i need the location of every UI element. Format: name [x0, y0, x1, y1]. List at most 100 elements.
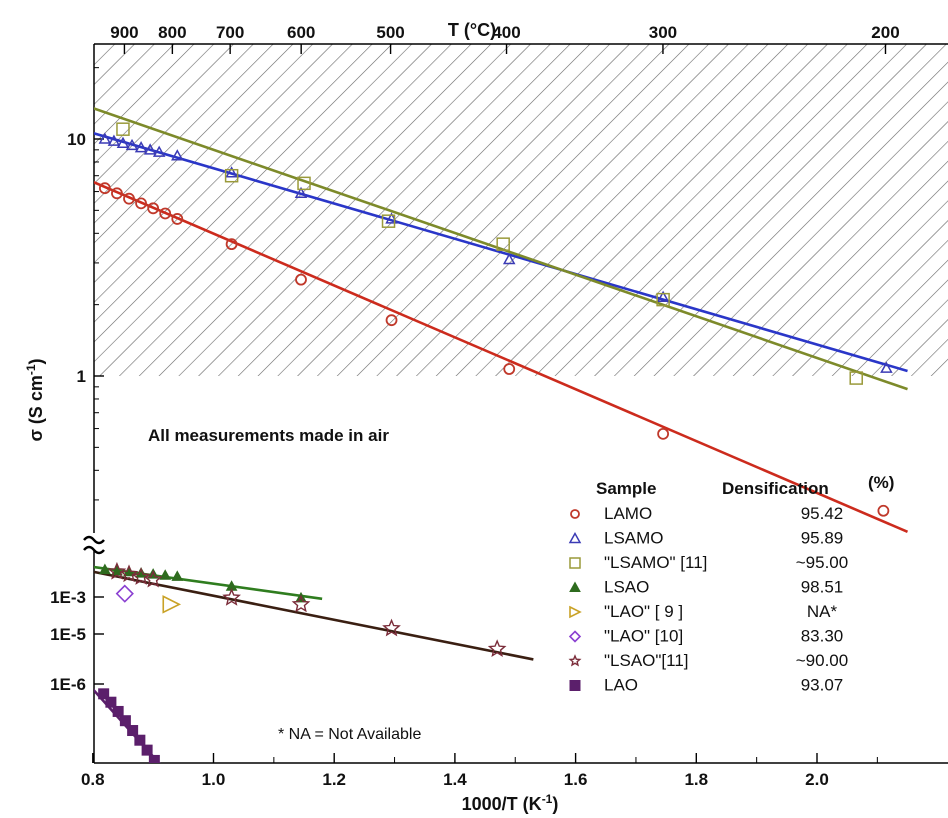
point-lsamo	[294, 186, 308, 199]
point-lsamo-11	[381, 214, 396, 228]
x-tick-label: 1.6	[564, 770, 588, 789]
point-lamo	[225, 238, 238, 251]
fit-line--lsamo-11-	[94, 107, 908, 391]
point-lao-9	[162, 595, 182, 614]
point-lsao	[171, 570, 184, 581]
annotation-air: All measurements made in air	[148, 426, 389, 445]
legend-density-value: ~90.00	[796, 651, 848, 670]
fit-line--lsao-11-	[94, 570, 534, 661]
point-lao	[127, 725, 139, 737]
legend-density-value: 83.30	[801, 627, 844, 646]
legend-sample-label: "LAO" [ 9 ]	[604, 602, 683, 621]
y-lower-tick-label: 1E-5	[50, 625, 86, 644]
x-tick-label: 0.8	[81, 770, 105, 789]
top-tick-label: 400	[492, 23, 520, 42]
legend-density-value: 95.89	[801, 529, 844, 548]
point-lsao-11	[143, 569, 163, 588]
point-lsao-11	[382, 618, 401, 637]
point-lsamo	[656, 290, 670, 302]
y-axis-title-close: )	[26, 358, 46, 364]
point-lamo	[385, 314, 398, 327]
point-lao	[148, 754, 160, 763]
top-tick-label: 200	[871, 23, 899, 42]
legend-marker	[569, 680, 581, 691]
axis-break-symbol	[83, 535, 105, 555]
point-lamo	[123, 192, 135, 205]
point-lamo	[295, 273, 307, 286]
legend-header-density-unit: (%)	[868, 473, 894, 492]
point-lsao-11	[119, 564, 139, 583]
point-lsamo-11	[297, 176, 311, 191]
top-tick-label: 500	[376, 23, 404, 42]
top-tick-label: 300	[649, 23, 677, 42]
point-lsao-11	[291, 594, 311, 613]
point-lsamo-11	[656, 292, 670, 307]
point-lamo	[171, 213, 184, 225]
hatched-region	[94, 44, 948, 376]
point-lao	[105, 696, 117, 708]
legend-marker	[569, 557, 581, 569]
legend-marker	[568, 531, 582, 544]
point-lsao-11	[131, 567, 151, 585]
point-lsao-11	[222, 588, 241, 606]
point-lao	[157, 765, 167, 775]
y-lower-tick-label: 1E-3	[50, 588, 86, 607]
legend-density-value: NA*	[807, 602, 838, 621]
legend-density-value: 95.42	[801, 504, 844, 523]
point-lsamo-11	[496, 237, 510, 251]
y-lower-tick-label: 1E-6	[50, 675, 86, 694]
point-lamo	[159, 207, 172, 220]
point-lsamo	[98, 132, 112, 144]
point-lsamo	[171, 149, 184, 161]
legend: Sample Densification (%) LAMO 95.42 LSAMO 9…	[568, 473, 894, 695]
point-lao-10	[115, 584, 134, 603]
point-lsamo	[502, 253, 516, 265]
point-lsamo	[225, 166, 238, 178]
point-lamo	[877, 504, 890, 517]
legend-header-density: Densification	[722, 479, 829, 498]
legend-sample-label: LAMO	[604, 504, 652, 523]
x-axis-title-main: 1000/T (K	[462, 794, 542, 814]
point-lao	[112, 705, 124, 717]
point-lamo	[135, 197, 147, 210]
y-axis-title-sup: -1	[24, 364, 38, 375]
top-axis-title: T (°C)	[448, 20, 496, 40]
point-lamo	[657, 427, 670, 440]
top-tick-label: 600	[287, 23, 315, 42]
point-lsamo	[134, 141, 148, 153]
x-axis-title: 1000/T (K-1)	[462, 792, 559, 814]
point-lsao	[135, 567, 147, 578]
y-upper-tick-label: 10	[67, 130, 86, 149]
legend-marker	[568, 654, 582, 667]
x-axis-title-sup: -1	[542, 792, 553, 806]
point-lsamo	[143, 143, 157, 155]
point-lamo	[503, 363, 516, 375]
legend-density-value: 93.07	[801, 676, 844, 695]
y-axis-title-main: σ (S cm	[26, 375, 46, 441]
legend-marker	[570, 509, 580, 519]
x-tick-label: 1.2	[322, 770, 346, 789]
legend-sample-label: LAO	[604, 676, 638, 695]
x-tick-label: 2.0	[805, 770, 829, 789]
legend-sample-label: LSAO	[604, 578, 649, 597]
legend-marker	[569, 605, 582, 619]
legend-density-value: ~95.00	[796, 553, 848, 572]
point-lsao	[99, 563, 111, 575]
x-tick-label: 1.8	[684, 770, 708, 789]
legend-sample-label: "LSAO"[11]	[604, 651, 689, 670]
top-tick-label: 900	[110, 23, 138, 42]
point-lsamo	[152, 145, 166, 157]
point-lsamo-11	[116, 122, 130, 136]
x-tick-label: 1.4	[443, 770, 467, 789]
point-lsamo-11	[849, 371, 863, 385]
legend-marker	[568, 630, 582, 643]
y-upper-tick-label: 1	[77, 367, 86, 386]
footnote-na: * NA = Not Available	[278, 726, 421, 743]
x-tick-label: 1.0	[202, 770, 226, 789]
legend-header-sample: Sample	[596, 479, 656, 498]
legend-marker	[569, 581, 581, 592]
x-axis-title-close: )	[552, 794, 558, 814]
point-lamo	[98, 182, 111, 195]
legend-sample-label: LSAMO	[604, 529, 664, 548]
point-lsamo-11	[224, 168, 239, 183]
